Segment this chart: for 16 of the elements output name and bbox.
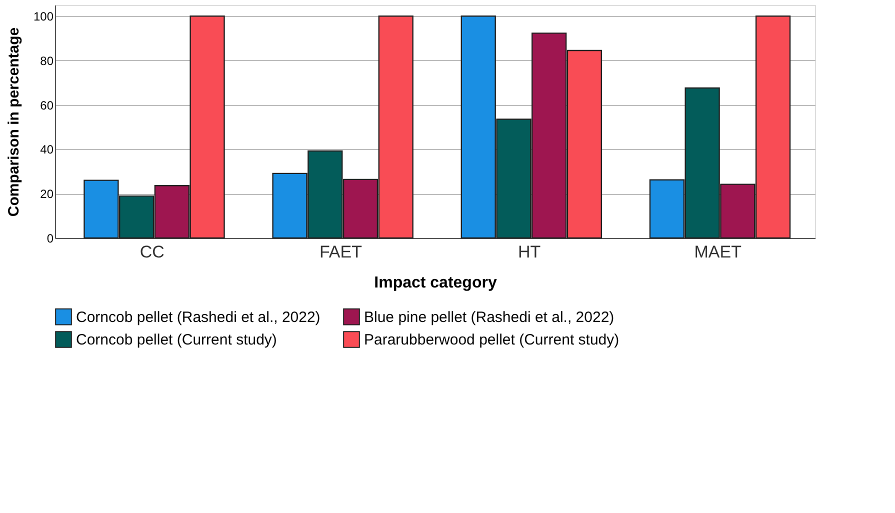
y-tick-label: 20: [40, 187, 54, 202]
legend-label: Corncob pellet (Rashedi et al., 2022): [76, 308, 320, 326]
x-tick-label: HT: [518, 242, 541, 262]
x-axis-title: Impact category: [374, 274, 497, 292]
legend-label: Corncob pellet (Current study): [76, 332, 277, 348]
legend-label: Blue pine pellet (Rashedi et al., 2022): [364, 308, 614, 326]
y-axis-title: Comparison in percentage: [5, 27, 22, 217]
x-tick-label: MAET: [694, 242, 742, 262]
y-tick-label: 60: [40, 98, 54, 112]
y-tick-label: 0: [46, 232, 54, 246]
y-tick-label: 40: [40, 142, 54, 157]
x-tick-label: CC: [140, 242, 164, 262]
y-tick-label: 80: [40, 54, 54, 68]
y-tick-label: 100: [33, 10, 54, 24]
legend-label: Pararubberwood pellet (Current study): [364, 332, 620, 348]
x-tick-label: FAET: [319, 242, 362, 262]
